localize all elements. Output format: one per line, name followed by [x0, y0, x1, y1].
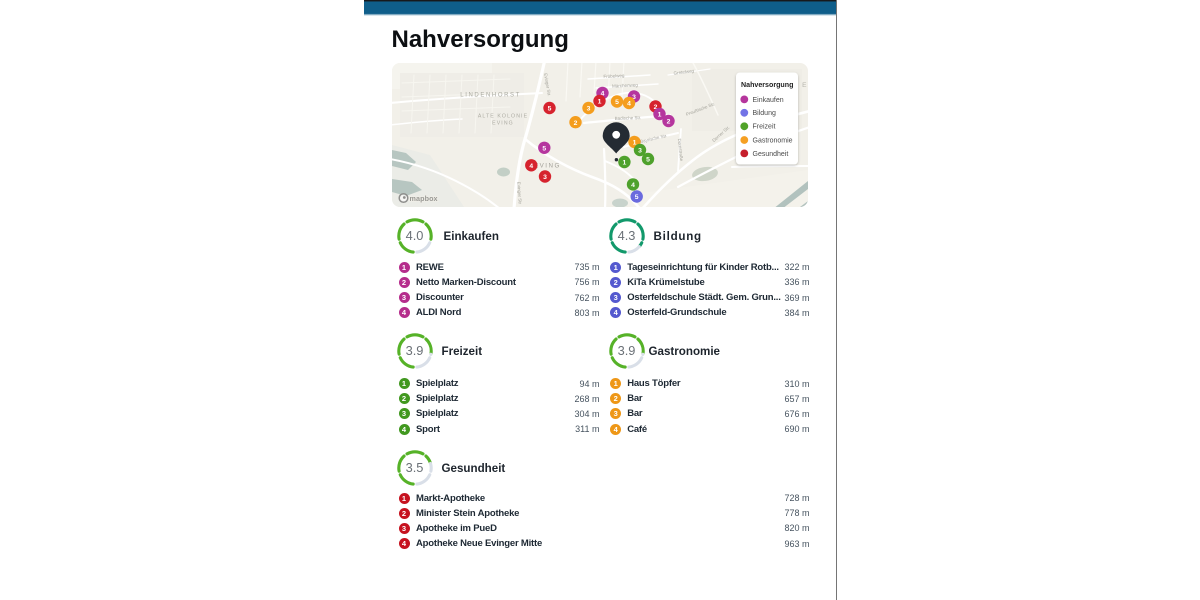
svg-text:mapbox: mapbox [410, 194, 438, 203]
svg-text:4: 4 [601, 91, 605, 98]
svg-text:Bildung: Bildung [753, 110, 776, 117]
svg-text:1: 1 [623, 160, 627, 167]
svg-text:5: 5 [646, 157, 650, 164]
svg-text:3: 3 [632, 94, 636, 101]
svg-text:2: 2 [574, 120, 578, 127]
svg-text:Evinger Str.: Evinger Str. [543, 73, 552, 97]
svg-text:Bayrische Str.: Bayrische Str. [640, 133, 668, 144]
svg-text:4: 4 [627, 101, 631, 108]
svg-text:EVING: EVING [492, 121, 514, 127]
svg-text:Badische Str.: Badische Str. [615, 115, 642, 121]
svg-text:5: 5 [542, 145, 546, 152]
svg-text:5: 5 [615, 99, 619, 106]
svg-text:1: 1 [633, 140, 637, 147]
svg-text:Gesundheit: Gesundheit [753, 151, 789, 158]
svg-text:1: 1 [658, 112, 662, 119]
svg-text:3: 3 [638, 148, 642, 155]
svg-text:5: 5 [635, 194, 639, 201]
svg-text:Evinger Str: Evinger Str [516, 182, 523, 205]
svg-text:Einkaufen: Einkaufen [753, 97, 784, 104]
svg-text:Gretelweg: Gretelweg [673, 68, 694, 76]
svg-text:3: 3 [543, 174, 547, 181]
svg-text:LINDENHORST: LINDENHORST [460, 93, 521, 99]
svg-text:EVING: EVING [534, 163, 561, 170]
svg-text:4: 4 [529, 163, 533, 170]
svg-text:Nahversorgung: Nahversorgung [741, 81, 793, 89]
svg-text:2: 2 [654, 104, 658, 111]
svg-text:2: 2 [667, 119, 671, 126]
svg-text:Fröbelweg: Fröbelweg [603, 73, 625, 79]
svg-text:D E: D E [792, 82, 808, 89]
svg-text:ALTE KOLONIE: ALTE KOLONIE [478, 114, 528, 120]
svg-text:Gastronomie: Gastronomie [753, 137, 793, 144]
svg-text:Märchenweg: Märchenweg [612, 82, 638, 88]
svg-text:1: 1 [598, 99, 602, 106]
svg-text:4: 4 [631, 182, 635, 189]
svg-text:5: 5 [548, 106, 552, 113]
svg-text:3: 3 [587, 106, 591, 113]
svg-text:Freizeit: Freizeit [753, 124, 776, 131]
svg-text:Dornstraße: Dornstraße [677, 138, 684, 161]
